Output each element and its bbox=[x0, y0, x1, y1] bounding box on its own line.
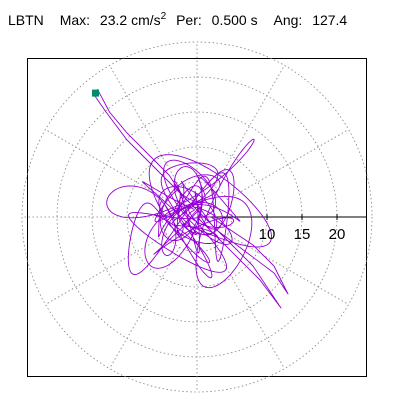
motion-trace bbox=[92, 89, 289, 309]
peak-marker-group bbox=[92, 89, 99, 97]
grid-spoke bbox=[227, 129, 349, 200]
per-label: Per: bbox=[176, 11, 202, 28]
per-value: 0.500 s bbox=[211, 11, 258, 28]
max-label: Max: bbox=[59, 11, 91, 28]
grid-spoke bbox=[214, 65, 285, 187]
tick-label: 15 bbox=[294, 226, 311, 243]
tick-label: 10 bbox=[259, 226, 276, 243]
grid-spoke bbox=[227, 234, 349, 305]
chart-title: LBTN Max: 23.2 cm/s2 Per: 0.500 s Ang: 1… bbox=[8, 11, 347, 28]
tick-label: 20 bbox=[329, 226, 346, 243]
ang-value: 127.4 bbox=[312, 11, 348, 28]
max-value: 23.2 bbox=[99, 11, 128, 28]
grid-spoke bbox=[109, 247, 180, 369]
grid-spoke bbox=[45, 129, 167, 200]
grid-ring bbox=[21, 41, 373, 393]
axes bbox=[197, 214, 366, 220]
ang-label: Ang: bbox=[273, 11, 303, 28]
grid-spoke bbox=[109, 65, 180, 187]
trace-line bbox=[92, 89, 289, 309]
grid-spoke bbox=[45, 234, 167, 305]
tick-labels: 10 15 20 bbox=[259, 226, 346, 243]
station-code: LBTN bbox=[8, 11, 44, 28]
peak-marker bbox=[92, 89, 99, 97]
grid-spoke bbox=[214, 247, 285, 369]
max-unit: cm/s2 bbox=[131, 11, 167, 28]
